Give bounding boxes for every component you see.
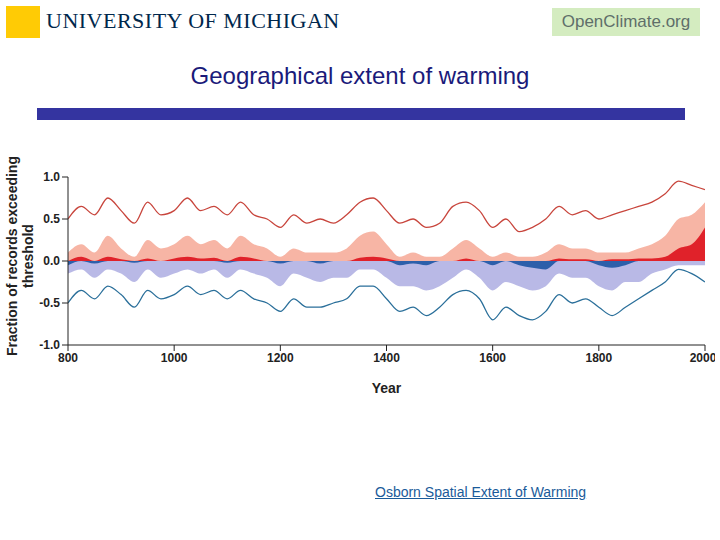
svg-text:-1.0: -1.0 bbox=[39, 338, 60, 352]
svg-text:1800: 1800 bbox=[585, 351, 612, 365]
svg-text:-0.5: -0.5 bbox=[39, 296, 60, 310]
svg-text:0.5: 0.5 bbox=[43, 212, 60, 226]
svg-text:Year: Year bbox=[372, 380, 402, 395]
html-text:Geographical extent of warming: Geographical extent of warming bbox=[190, 62, 530, 89]
html-text:OpenClimate.org: OpenClimate.org bbox=[561, 12, 691, 31]
html-text:Fraction of records exceeding: Fraction of records exceeding threshold bbox=[4, 156, 36, 356]
svg-text:0.0: 0.0 bbox=[43, 254, 60, 268]
svg-text:2000: 2000 bbox=[690, 351, 712, 365]
html-text:Osborn Spatial Extent of Warmi: Osborn Spatial Extent of Warming bbox=[375, 484, 587, 500]
svg-text:1.0: 1.0 bbox=[43, 170, 60, 184]
svg-text:1200: 1200 bbox=[267, 351, 294, 365]
svg-text:800: 800 bbox=[58, 351, 78, 365]
svg-text:1400: 1400 bbox=[373, 351, 400, 365]
svg-text:1600: 1600 bbox=[479, 351, 506, 365]
svg-text:1000: 1000 bbox=[161, 351, 188, 365]
html-text:UNIVERSITY OF MICHIGAN: UNIVERSITY OF MICHIGAN bbox=[46, 8, 340, 33]
